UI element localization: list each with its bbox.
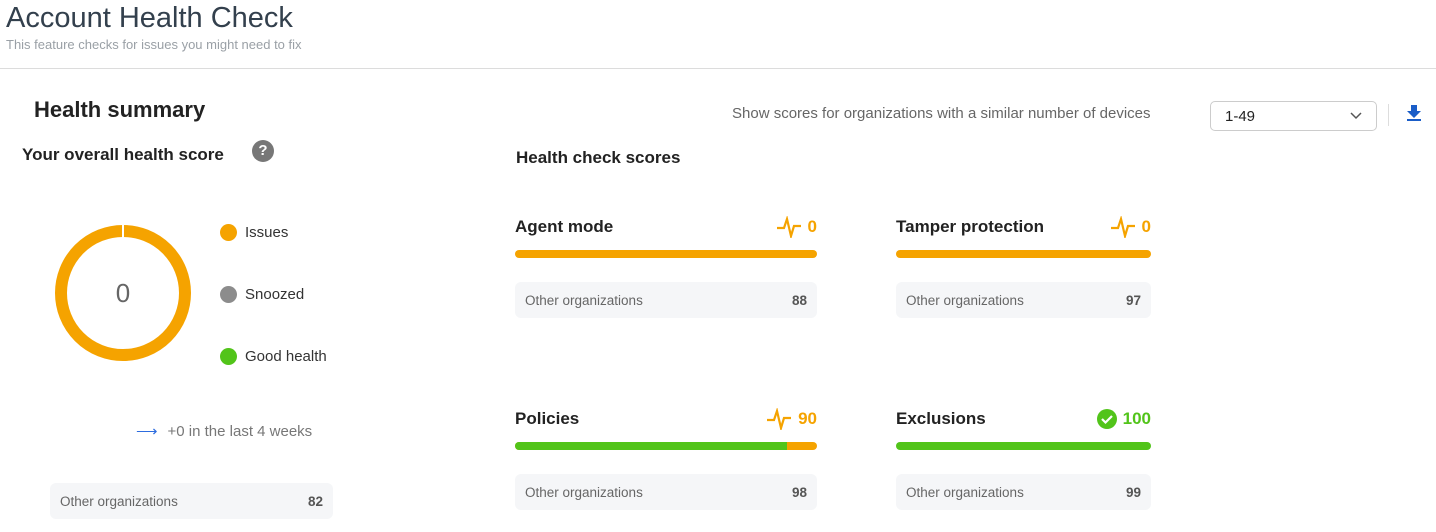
- arrow-right-icon: ⟶: [136, 423, 158, 440]
- other-organizations-summary: Other organizations 82: [50, 483, 333, 519]
- score-bar: [896, 442, 1151, 450]
- other-value: 98: [791, 484, 807, 500]
- legend-label: Snoozed: [245, 286, 305, 303]
- score-value: 0: [1141, 217, 1151, 236]
- other-organizations: Other organizations 99: [896, 474, 1151, 510]
- divider: [0, 68, 1436, 69]
- score-trend: ⟶ +0 in the last 4 weeks: [136, 422, 312, 440]
- check-circle-icon: [1096, 409, 1117, 429]
- other-organizations: Other organizations 97: [896, 282, 1151, 318]
- score-value: 90: [798, 409, 817, 428]
- score-card-tamper-protection[interactable]: Tamper protection 0 Other organizations 97: [896, 214, 1151, 318]
- card-score: 0: [1110, 216, 1151, 238]
- other-label: Other organizations: [906, 484, 1024, 500]
- page-title: Account Health Check: [6, 2, 293, 34]
- legend-good-health: Good health: [220, 348, 327, 365]
- health-summary-heading: Health summary: [34, 97, 206, 122]
- other-value: 88: [791, 292, 807, 308]
- pulse-icon: [767, 408, 792, 430]
- score-value: 100: [1122, 409, 1151, 428]
- other-organizations: Other organizations 88: [515, 282, 817, 318]
- score-bar: [515, 250, 817, 258]
- card-title: Tamper protection: [896, 217, 1044, 236]
- overall-score-value: 0: [116, 278, 130, 308]
- legend-label: Good health: [245, 348, 327, 365]
- card-score: 100: [1096, 409, 1151, 429]
- select-value: 1-49: [1225, 107, 1256, 125]
- score-card-agent-mode[interactable]: Agent mode 0 Other organizations 88: [515, 214, 817, 318]
- score-value: 0: [807, 217, 817, 236]
- legend-issues: Issues: [220, 224, 288, 241]
- other-value: 82: [307, 493, 323, 509]
- chevron-down-icon: [1350, 112, 1362, 120]
- card-title: Exclusions: [896, 409, 986, 428]
- download-icon[interactable]: [1406, 104, 1422, 122]
- card-score: 0: [776, 216, 817, 238]
- card-score: 90: [766, 408, 817, 430]
- legend-snoozed: Snoozed: [220, 286, 304, 303]
- health-check-scores-heading: Health check scores: [516, 148, 681, 167]
- page-subtitle: This feature checks for issues you might…: [6, 37, 302, 52]
- health-score-donut: 0: [55, 224, 191, 361]
- pulse-icon: [1110, 216, 1135, 238]
- filter-label: Show scores for organizations with a sim…: [732, 105, 1151, 122]
- score-bar-fill: [515, 442, 787, 450]
- other-organizations: Other organizations 98: [515, 474, 817, 510]
- other-label: Other organizations: [525, 292, 643, 308]
- overall-score-label: Your overall health score: [22, 145, 224, 164]
- other-label: Other organizations: [906, 292, 1024, 308]
- score-bar: [896, 250, 1151, 258]
- score-card-policies[interactable]: Policies 90 Other organizations 98: [515, 406, 817, 510]
- other-label: Other organizations: [525, 484, 643, 500]
- other-value: 99: [1125, 484, 1141, 500]
- score-bar: [515, 442, 817, 450]
- trend-text: +0 in the last 4 weeks: [167, 423, 313, 440]
- score-bar-fill: [896, 442, 1151, 450]
- score-card-exclusions[interactable]: Exclusions 100 Other organizations 99: [896, 406, 1151, 510]
- question-circle-icon[interactable]: ?: [252, 140, 274, 162]
- other-label: Other organizations: [60, 493, 178, 509]
- card-title: Agent mode: [515, 217, 614, 236]
- device-count-select[interactable]: 1-49: [1210, 101, 1377, 131]
- other-value: 97: [1125, 292, 1141, 308]
- legend-label: Issues: [245, 224, 289, 241]
- pulse-icon: [776, 216, 801, 238]
- divider: [1388, 104, 1389, 126]
- card-title: Policies: [515, 409, 580, 428]
